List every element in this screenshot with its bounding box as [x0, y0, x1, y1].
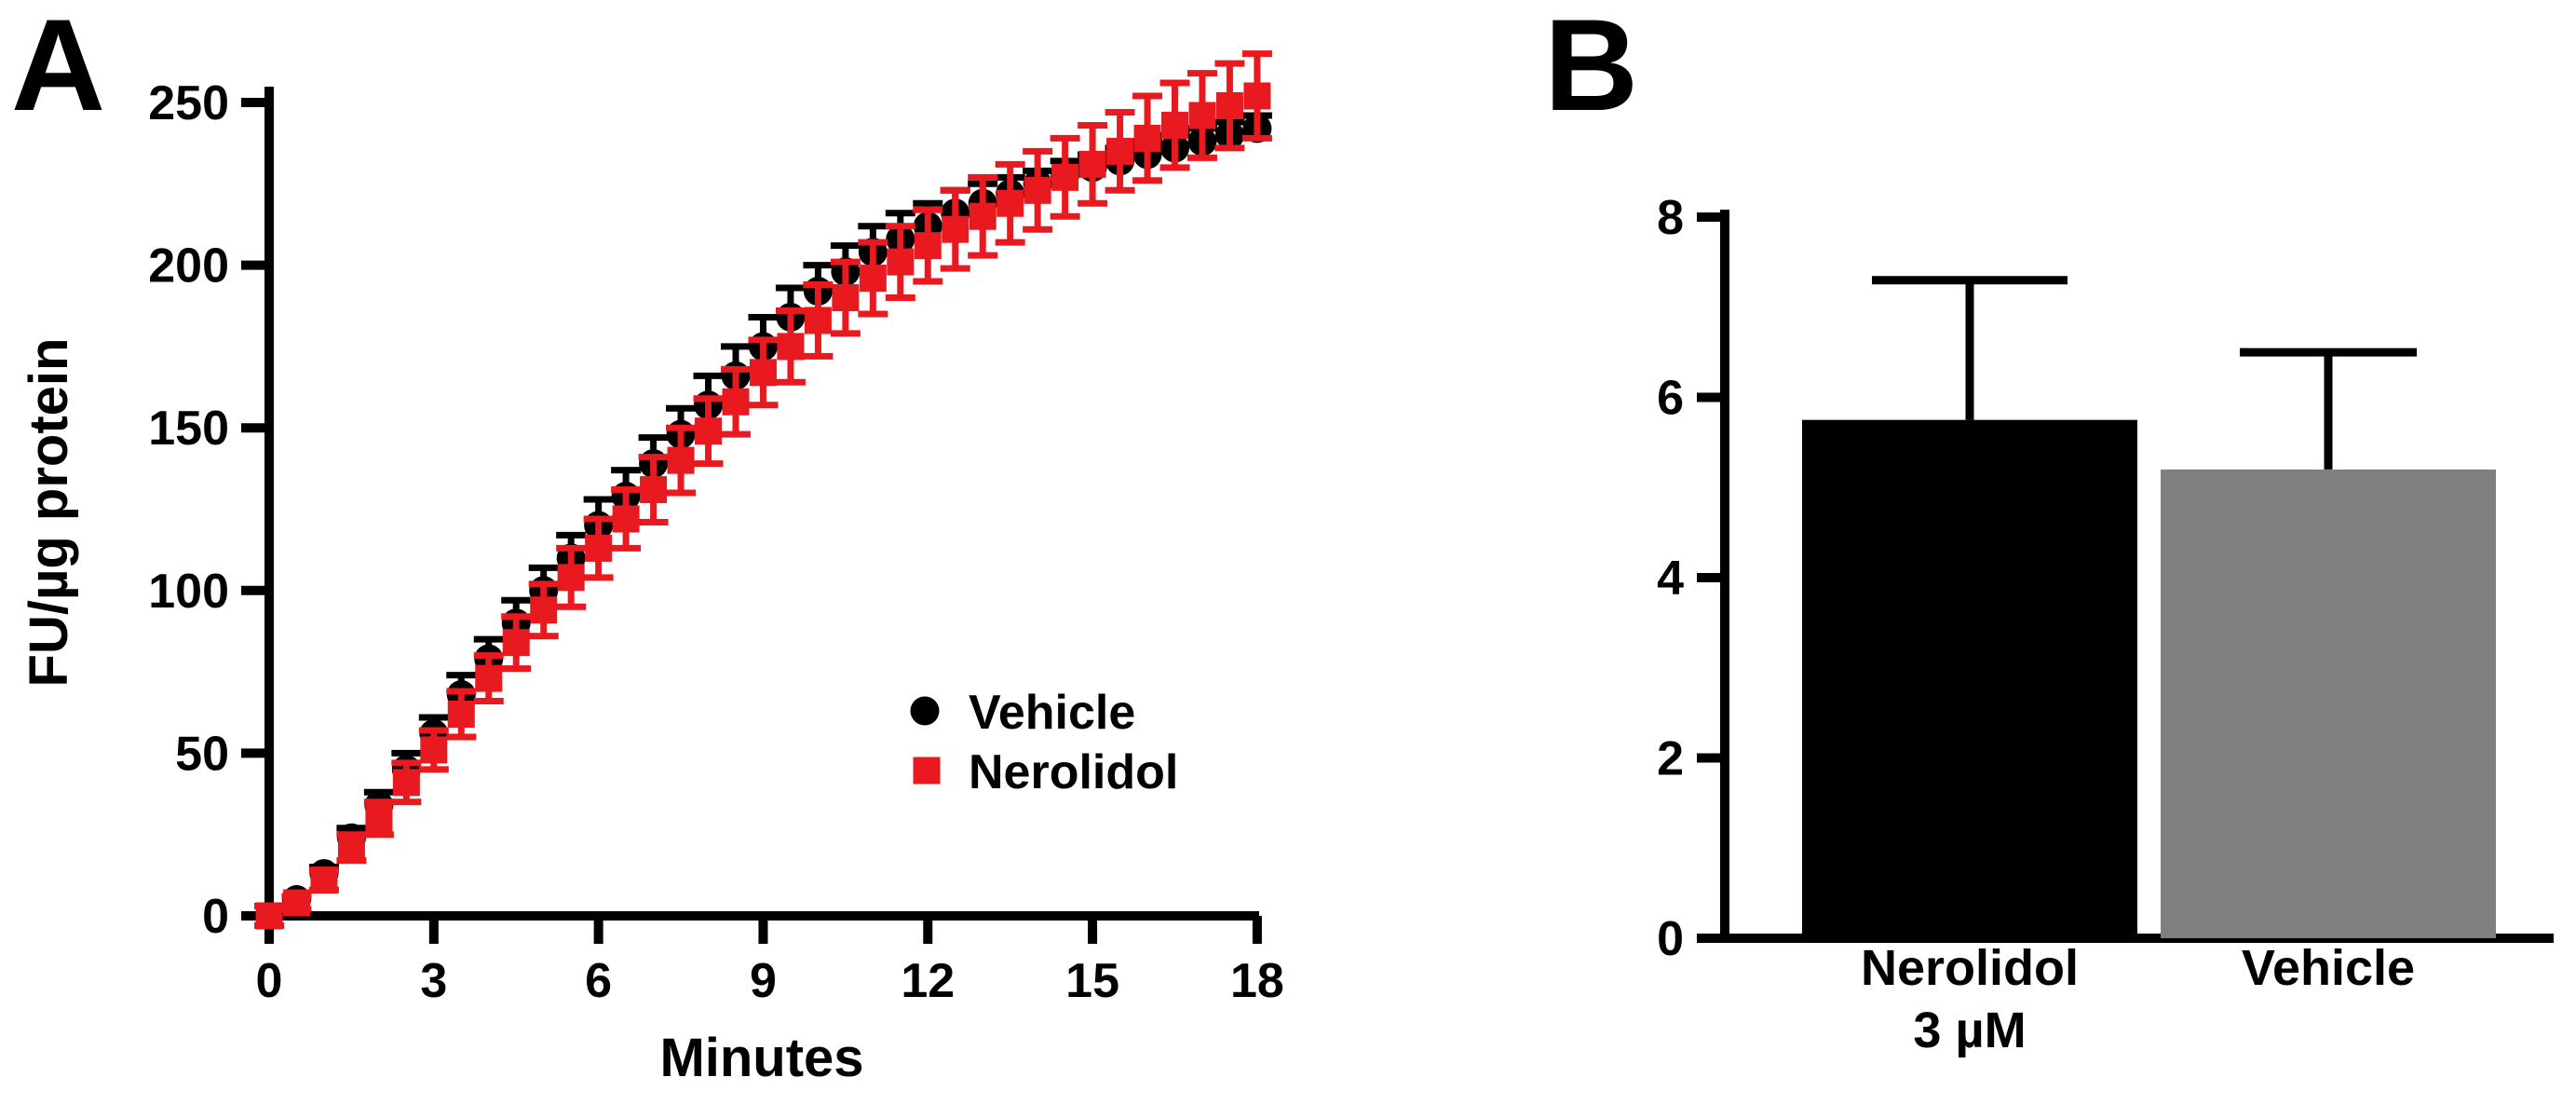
data-point-nerolidol — [447, 700, 475, 728]
data-point-nerolidol — [1161, 111, 1189, 139]
data-point-nerolidol — [997, 189, 1024, 217]
y-tick-label: 6 — [1657, 372, 1684, 426]
data-point-nerolidol — [1215, 91, 1243, 119]
legend-label-vehicle: Vehicle — [969, 686, 1135, 740]
data-point-nerolidol — [310, 866, 338, 894]
panel-a: A 0 50 100 150 200 250 0 3 6 9 12 15 18 Minutes FU/µ… — [11, 0, 1284, 1088]
x-tick-label: 6 — [585, 954, 612, 1008]
data-point-nerolidol — [804, 307, 832, 334]
data-point-nerolidol — [914, 232, 942, 260]
panel-b-bars — [1802, 276, 2496, 938]
panel-a-letter: A — [11, 0, 105, 138]
data-point-nerolidol — [1106, 137, 1134, 165]
y-tick-label: 100 — [148, 565, 229, 619]
y-tick-label: 50 — [175, 727, 229, 781]
data-point-nerolidol — [859, 265, 887, 293]
x-tick-label: 3 — [420, 954, 447, 1008]
y-tick-label: 2 — [1657, 732, 1684, 786]
data-point-nerolidol — [282, 889, 310, 917]
data-point-nerolidol — [365, 804, 393, 832]
x-tick-label: 18 — [1230, 954, 1284, 1008]
bar-vehicle — [2161, 469, 2496, 938]
series-vehicle — [254, 112, 1272, 931]
data-point-nerolidol — [887, 248, 915, 276]
data-point-nerolidol — [502, 629, 530, 657]
data-point-nerolidol — [777, 333, 805, 361]
data-point-nerolidol — [1133, 124, 1161, 152]
bar-nerolidol — [1802, 419, 2137, 938]
y-tick-label: 200 — [148, 239, 229, 293]
x-tick-label: 15 — [1065, 954, 1119, 1008]
data-point-nerolidol — [475, 664, 503, 692]
legend: Vehicle Nerolidol — [910, 686, 1178, 799]
y-axis-title: FU/µg protein — [19, 338, 79, 688]
data-point-nerolidol — [420, 736, 448, 764]
data-point-nerolidol — [667, 446, 695, 474]
data-point-nerolidol — [1078, 150, 1106, 178]
data-point-nerolidol — [612, 505, 640, 533]
y-tick-label: 4 — [1657, 552, 1684, 606]
data-point-nerolidol — [695, 417, 723, 445]
x-axis-title: Minutes — [659, 1028, 863, 1088]
bar1-label-line2: 3 µM — [1913, 1003, 2026, 1058]
series-nerolidol — [254, 50, 1272, 930]
y-tick-label: 8 — [1657, 191, 1684, 245]
y-tick-label: 0 — [1657, 912, 1684, 966]
data-point-nerolidol — [969, 202, 997, 230]
data-point-nerolidol — [1243, 82, 1271, 110]
data-point-nerolidol — [832, 284, 860, 312]
data-point-nerolidol — [1024, 176, 1051, 204]
y-tick-label: 150 — [148, 402, 229, 456]
x-tick-label: 12 — [901, 954, 955, 1008]
data-point-nerolidol — [557, 564, 585, 592]
data-point-nerolidol — [585, 534, 613, 562]
panel-b: B 0 2 4 6 8 Nerolidol 3 µM Vehicle — [1544, 0, 2554, 1058]
data-point-nerolidol — [749, 359, 777, 387]
panel-a-axes: 0 50 100 150 200 250 0 3 6 9 12 15 18 — [148, 76, 1284, 1008]
legend-marker-vehicle-icon — [910, 696, 940, 726]
x-tick-label: 9 — [750, 954, 777, 1008]
bar2-label-line1: Vehicle — [2242, 940, 2415, 996]
data-point-nerolidol — [942, 215, 969, 243]
data-point-nerolidol — [530, 596, 558, 624]
x-tick-label: 0 — [256, 954, 283, 1008]
legend-label-nerolidol: Nerolidol — [969, 745, 1178, 799]
panel-b-letter: B — [1544, 0, 1638, 138]
y-tick-label: 0 — [202, 890, 229, 944]
bar1-label-line1: Nerolidol — [1861, 940, 2079, 996]
panel-b-category-labels: Nerolidol 3 µM Vehicle — [1861, 940, 2415, 1058]
legend-marker-nerolidol-icon — [913, 757, 941, 784]
panel-a-series — [254, 50, 1272, 931]
data-point-nerolidol — [1188, 102, 1216, 130]
data-point-nerolidol — [722, 388, 750, 416]
data-point-nerolidol — [337, 834, 365, 862]
y-tick-label: 250 — [148, 76, 229, 130]
data-point-nerolidol — [640, 476, 668, 504]
data-point-nerolidol — [1051, 163, 1079, 191]
data-point-nerolidol — [392, 769, 420, 797]
data-point-nerolidol — [255, 902, 283, 930]
